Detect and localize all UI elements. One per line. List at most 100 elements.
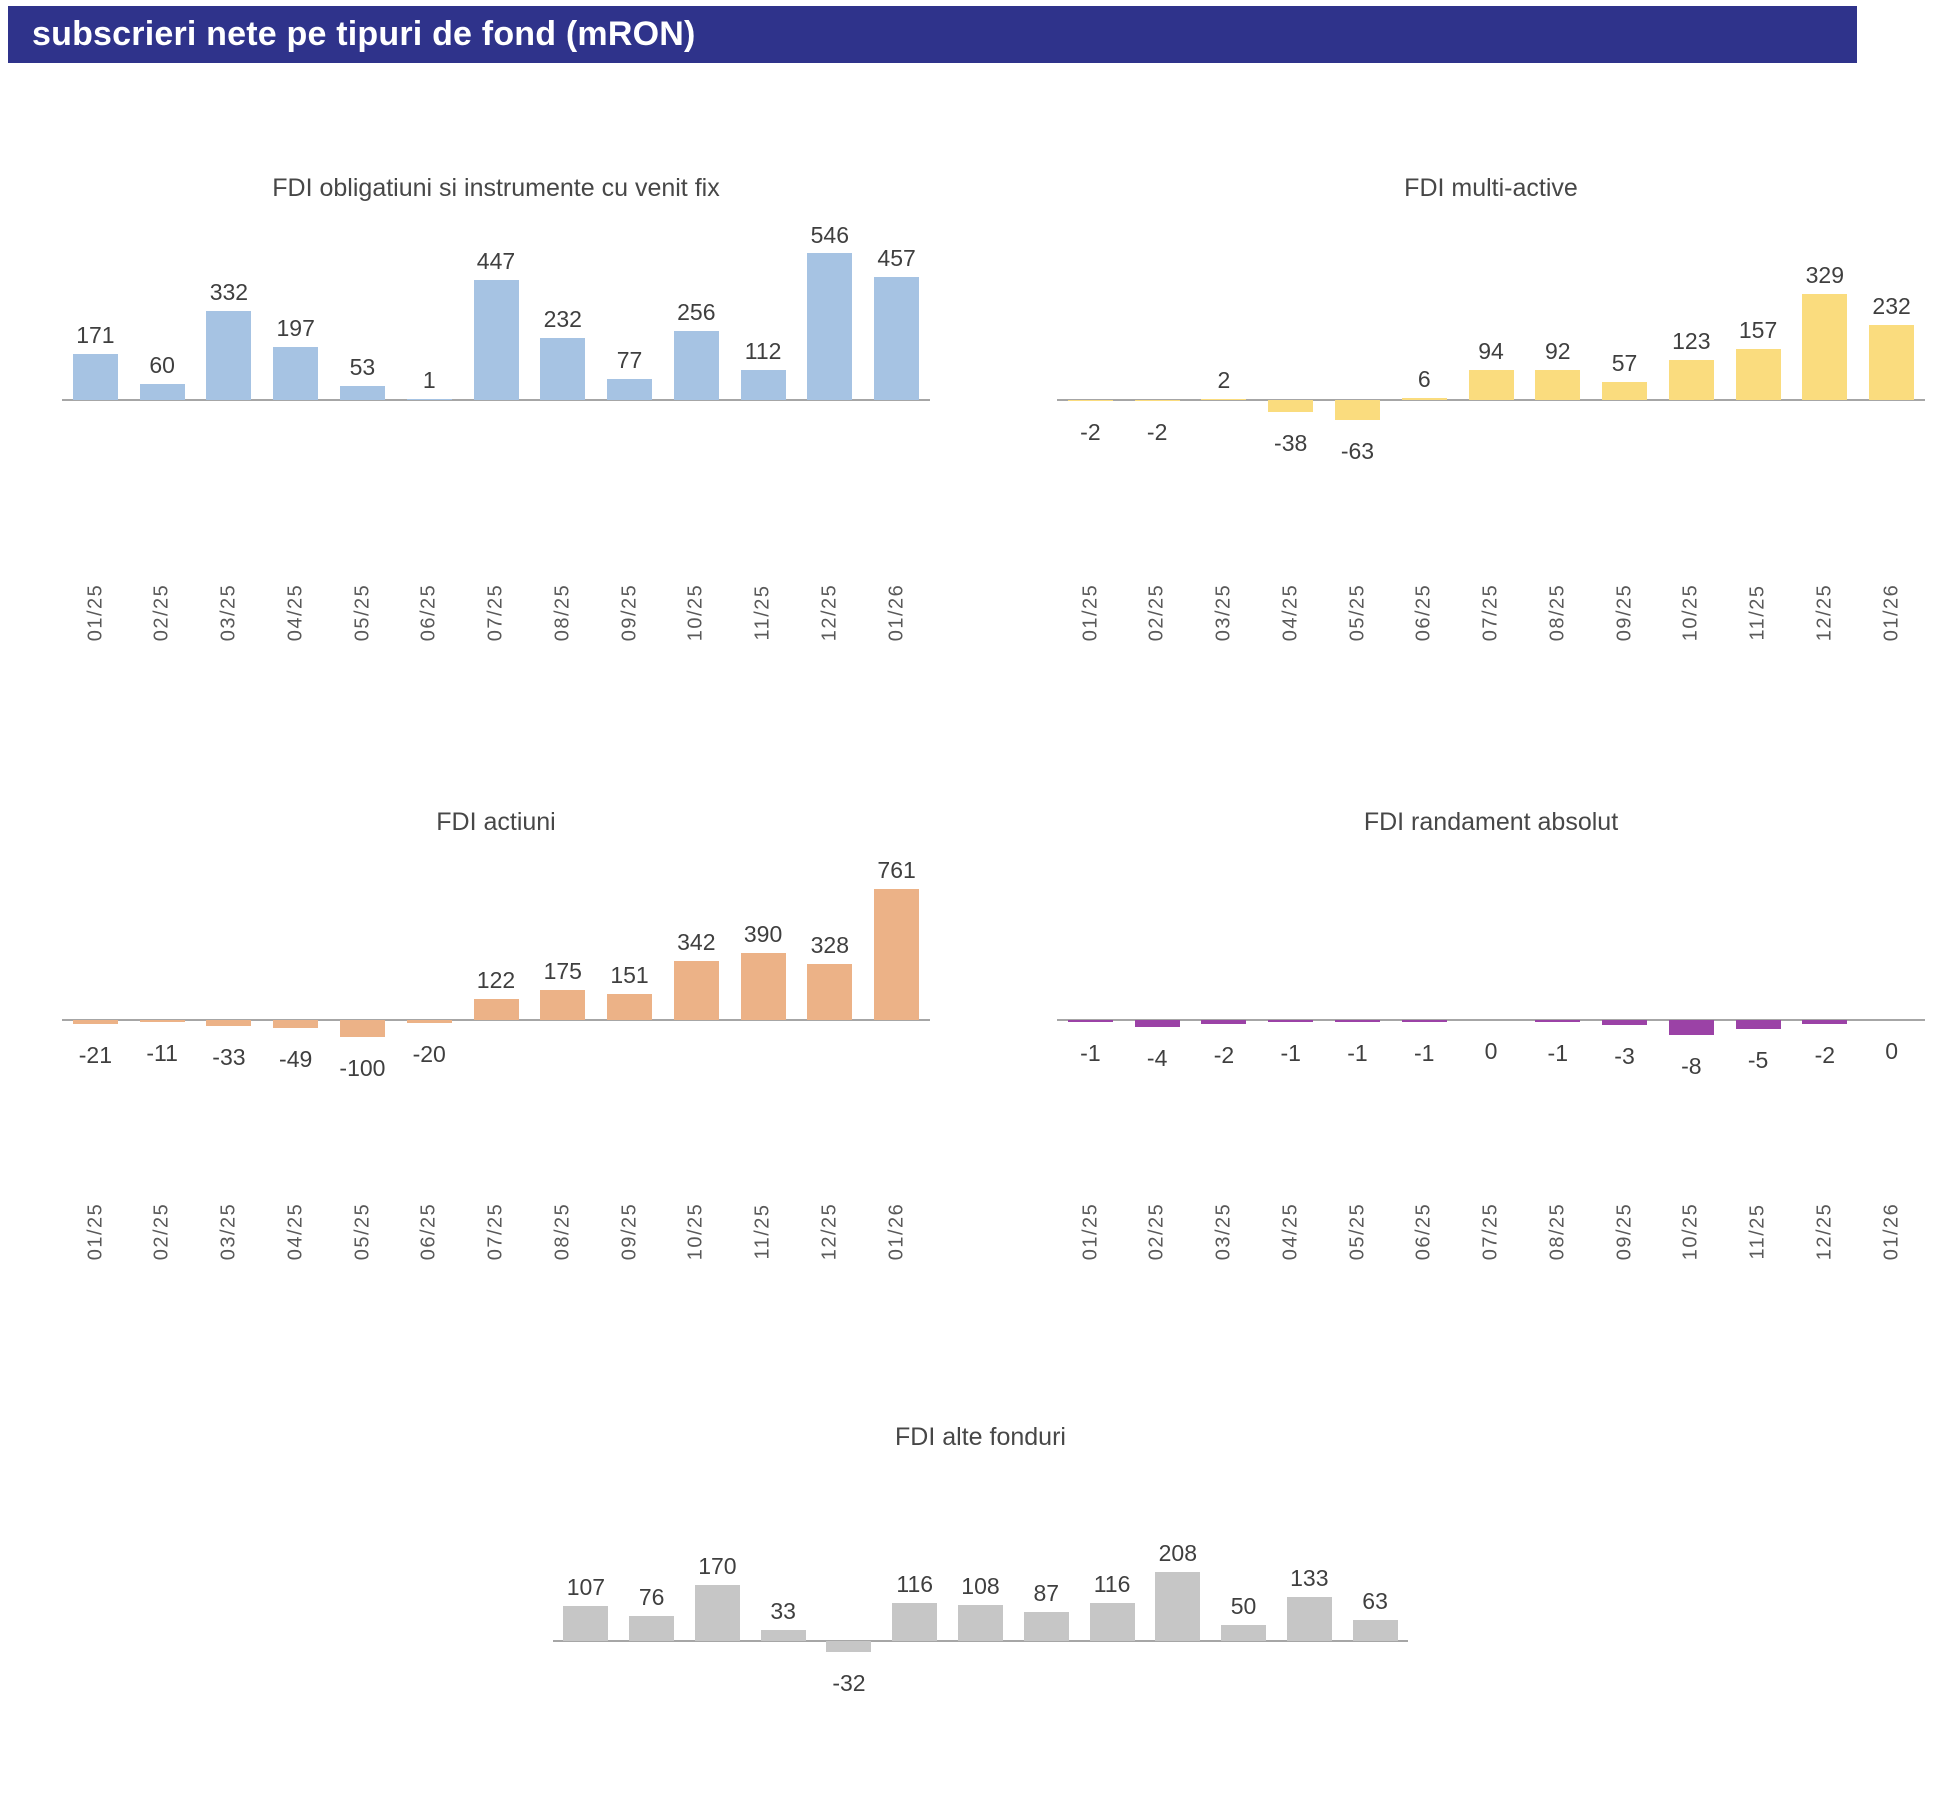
chart-plot: 171 60 332 197 53 1 447 232 77 256 112 546 457 xyxy=(62,222,930,561)
x-axis-label-text: 08/25 xyxy=(1546,1202,1569,1260)
x-axis-label-01/26: 01/26 xyxy=(1858,1192,1925,1270)
bar-01/25 xyxy=(563,1605,609,1641)
bar-10/25 xyxy=(1668,1020,1714,1035)
bar-10/25 xyxy=(673,331,719,400)
bar-value-label: -33 xyxy=(212,1043,246,1070)
bar-value-label: 170 xyxy=(698,1552,737,1579)
x-axis-label-text: 07/25 xyxy=(1479,583,1502,641)
x-axis-label-03/25: 03/25 xyxy=(196,1192,263,1270)
bar-03/25 xyxy=(206,1020,252,1026)
x-axis-label-09/25: 09/25 xyxy=(596,1192,663,1270)
x-axis-label-text: 05/25 xyxy=(350,583,373,641)
chart-plot: 107 76 170 33 -32 116 108 87 116 208 50 133 63 xyxy=(553,1476,1408,1806)
bar-12/25 xyxy=(1286,1597,1332,1641)
x-axis-label-text: 03/25 xyxy=(1212,1202,1235,1260)
bar-value-label: 328 xyxy=(810,931,850,958)
bar-03/25 xyxy=(1201,1020,1247,1024)
bar-value-label: -100 xyxy=(339,1055,386,1082)
x-axis-label-01/25: 01/25 xyxy=(1057,573,1124,651)
bar-05/25 xyxy=(339,1020,385,1038)
bar-value-label: -2 xyxy=(1814,1041,1836,1068)
bar-value-label: 1 xyxy=(422,367,436,393)
x-axis-label-12/25: 12/25 xyxy=(796,573,863,651)
bar-03/25 xyxy=(1201,399,1247,400)
bar-01/25 xyxy=(72,1020,118,1024)
x-axis-label-08/25: 08/25 xyxy=(529,1192,596,1270)
x-axis-label-text: 07/25 xyxy=(484,583,507,641)
x-axis-label-03/25: 03/25 xyxy=(1191,1192,1258,1270)
bar-12/25 xyxy=(1802,294,1848,400)
bar-09/25 xyxy=(607,379,653,400)
bar-value-label: -1 xyxy=(1080,1039,1101,1066)
chart-title: FDI alte fonduri xyxy=(895,1423,1066,1451)
x-axis-label-10/25: 10/25 xyxy=(1658,1192,1725,1270)
report-title: subscrieri nete pe tipuri de fond (mRON) xyxy=(32,15,696,53)
bar-value-label: 116 xyxy=(1093,1570,1131,1597)
x-axis-label-text: 08/25 xyxy=(551,1202,574,1260)
x-axis-label-text: 11/25 xyxy=(751,1202,774,1260)
x-axis-label-text: 03/25 xyxy=(217,1202,240,1260)
bar-01/25 xyxy=(1067,1020,1113,1022)
bar-06/25 xyxy=(406,1020,452,1024)
bar-06/25 xyxy=(1401,398,1447,400)
x-axis-label-10/25: 10/25 xyxy=(663,573,730,651)
bar-value-label: 92 xyxy=(1544,338,1571,365)
bar-value-label: -21 xyxy=(78,1041,112,1068)
bar-11/25 xyxy=(740,952,786,1020)
bar-01/26 xyxy=(1352,1620,1398,1641)
x-axis-label-text: 11/25 xyxy=(1746,583,1769,641)
chart-fdi-multi-active: FDI multi-active -2 -2 2 -38 -63 6 94 92 57 123 15… xyxy=(1057,150,1925,710)
bar-value-label: 133 xyxy=(1290,1565,1329,1592)
bar-03/25 xyxy=(694,1584,740,1641)
bar-value-label: 50 xyxy=(1230,1592,1257,1619)
bar-value-label: -1 xyxy=(1347,1039,1368,1066)
x-axis-line xyxy=(1057,1019,1925,1021)
bar-value-label: 116 xyxy=(896,1570,934,1597)
x-axis-label-07/25: 07/25 xyxy=(463,573,530,651)
x-axis-label-03/25: 03/25 xyxy=(1191,573,1258,651)
bar-08/25 xyxy=(1535,1020,1581,1022)
bar-12/25 xyxy=(807,253,853,400)
bar-09/25 xyxy=(1089,1602,1135,1641)
bar-value-label: -2 xyxy=(1146,419,1168,445)
bar-value-label: 0 xyxy=(1885,1038,1898,1064)
bar-11/25 xyxy=(1735,1020,1781,1030)
x-axis-label-06/25: 06/25 xyxy=(396,573,463,651)
x-axis-label-11/25: 11/25 xyxy=(730,573,797,651)
x-axis-label-text: 07/25 xyxy=(1479,1202,1502,1260)
x-axis-label-text: 08/25 xyxy=(551,583,574,641)
bar-value-label: -2 xyxy=(1080,419,1101,445)
chart-title: FDI multi-active xyxy=(1404,174,1578,202)
bar-value-label: -11 xyxy=(146,1039,178,1066)
x-axis-label-text: 01/25 xyxy=(1078,583,1101,641)
x-axis-label-text: 11/25 xyxy=(1746,1202,1769,1260)
bar-value-label: 57 xyxy=(1611,349,1638,376)
x-axis-label-12/25: 12/25 xyxy=(796,1192,863,1270)
bar-value-label: 332 xyxy=(209,278,249,305)
bar-04/25 xyxy=(1268,1020,1314,1022)
bar-value-label: 390 xyxy=(743,920,783,947)
x-axis-label-01/25: 01/25 xyxy=(62,1192,129,1270)
bar-value-label: 33 xyxy=(770,1598,796,1625)
bar-02/25 xyxy=(139,1020,185,1022)
bar-04/25 xyxy=(273,1020,319,1029)
x-axis-label-text: 01/25 xyxy=(83,1202,106,1260)
bar-value-label: 6 xyxy=(1417,366,1431,393)
bar-value-label: -1 xyxy=(1547,1039,1568,1066)
x-axis-label-06/25: 06/25 xyxy=(1391,1192,1458,1270)
bar-value-label: 94 xyxy=(1478,337,1504,364)
x-axis-label-04/25: 04/25 xyxy=(1257,573,1324,651)
bar-10/25 xyxy=(1668,360,1714,400)
bar-01/26 xyxy=(1869,325,1915,400)
x-axis-label-text: 11/25 xyxy=(751,583,774,641)
bar-12/25 xyxy=(1802,1020,1848,1024)
x-axis-label-02/25: 02/25 xyxy=(1124,1192,1191,1270)
x-axis-label-04/25: 04/25 xyxy=(262,1192,329,1270)
x-axis-line xyxy=(62,1019,930,1021)
bar-02/25 xyxy=(1134,400,1180,401)
bar-09/25 xyxy=(1602,1020,1648,1026)
bar-08/25 xyxy=(540,337,586,400)
bar-06/25 xyxy=(1401,1020,1447,1022)
x-axis-label-text: 01/26 xyxy=(1880,1202,1903,1260)
x-axis-label-07/25: 07/25 xyxy=(1458,573,1525,651)
